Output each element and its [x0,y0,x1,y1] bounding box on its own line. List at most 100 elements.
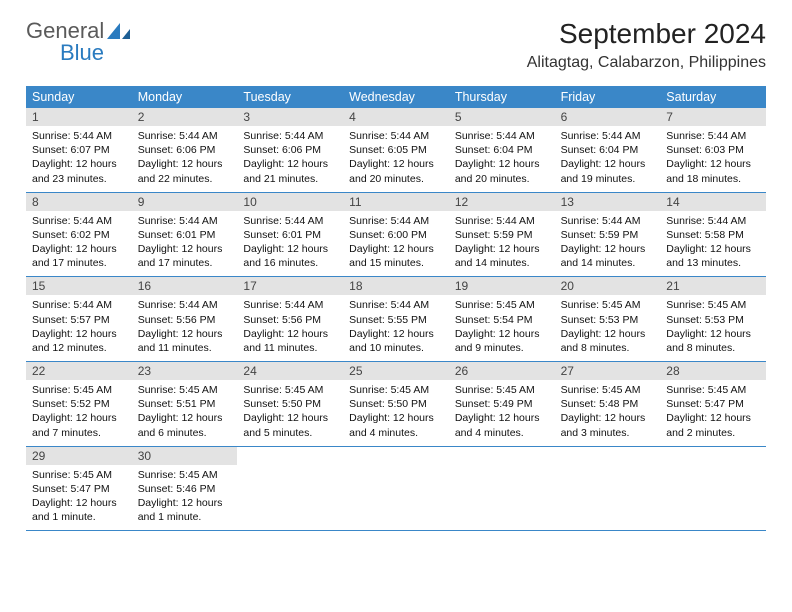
daylight-text: Daylight: 12 hours and 11 minutes. [243,327,337,355]
sunset-text: Sunset: 6:04 PM [455,143,549,157]
day-info: Sunrise: 5:45 AMSunset: 5:50 PMDaylight:… [237,380,343,446]
day-info: Sunrise: 5:44 AMSunset: 5:59 PMDaylight:… [449,211,555,277]
weekday-friday: Friday [555,86,661,108]
day-info: Sunrise: 5:44 AMSunset: 6:06 PMDaylight:… [132,126,238,192]
date-number: 28 [660,362,766,380]
sunrise-text: Sunrise: 5:44 AM [455,129,549,143]
sunset-text: Sunset: 5:57 PM [32,313,126,327]
sunset-text: Sunset: 5:55 PM [349,313,443,327]
day-info: Sunrise: 5:45 AMSunset: 5:48 PMDaylight:… [555,380,661,446]
day-cell: 29Sunrise: 5:45 AMSunset: 5:47 PMDayligh… [26,447,132,531]
week-row: 22Sunrise: 5:45 AMSunset: 5:52 PMDayligh… [26,362,766,447]
day-cell: 2Sunrise: 5:44 AMSunset: 6:06 PMDaylight… [132,108,238,192]
weekday-sunday: Sunday [26,86,132,108]
sunrise-text: Sunrise: 5:44 AM [561,214,655,228]
day-cell: 28Sunrise: 5:45 AMSunset: 5:47 PMDayligh… [660,362,766,446]
day-info: Sunrise: 5:44 AMSunset: 6:06 PMDaylight:… [237,126,343,192]
sunset-text: Sunset: 5:58 PM [666,228,760,242]
daylight-text: Daylight: 12 hours and 9 minutes. [455,327,549,355]
date-number: 22 [26,362,132,380]
date-number: 6 [555,108,661,126]
date-number: 30 [132,447,238,465]
sunrise-text: Sunrise: 5:45 AM [455,298,549,312]
sunset-text: Sunset: 5:48 PM [561,397,655,411]
sunset-text: Sunset: 6:03 PM [666,143,760,157]
daylight-text: Daylight: 12 hours and 13 minutes. [666,242,760,270]
daylight-text: Daylight: 12 hours and 6 minutes. [138,411,232,439]
week-row: 29Sunrise: 5:45 AMSunset: 5:47 PMDayligh… [26,447,766,532]
day-cell: 30Sunrise: 5:45 AMSunset: 5:46 PMDayligh… [132,447,238,531]
sunrise-text: Sunrise: 5:45 AM [349,383,443,397]
date-number: 5 [449,108,555,126]
day-info: Sunrise: 5:45 AMSunset: 5:49 PMDaylight:… [449,380,555,446]
day-cell: 10Sunrise: 5:44 AMSunset: 6:01 PMDayligh… [237,193,343,277]
daylight-text: Daylight: 12 hours and 8 minutes. [666,327,760,355]
day-cell: 17Sunrise: 5:44 AMSunset: 5:56 PMDayligh… [237,277,343,361]
day-info: Sunrise: 5:44 AMSunset: 6:07 PMDaylight:… [26,126,132,192]
date-number: 1 [26,108,132,126]
day-info: Sunrise: 5:44 AMSunset: 6:00 PMDaylight:… [343,211,449,277]
weekday-saturday: Saturday [660,86,766,108]
date-number: 11 [343,193,449,211]
day-info: Sunrise: 5:45 AMSunset: 5:53 PMDaylight:… [555,295,661,361]
sunrise-text: Sunrise: 5:45 AM [561,298,655,312]
sunrise-text: Sunrise: 5:45 AM [666,298,760,312]
day-info: Sunrise: 5:44 AMSunset: 5:59 PMDaylight:… [555,211,661,277]
daylight-text: Daylight: 12 hours and 7 minutes. [32,411,126,439]
sunrise-text: Sunrise: 5:44 AM [32,129,126,143]
day-cell: 11Sunrise: 5:44 AMSunset: 6:00 PMDayligh… [343,193,449,277]
sunrise-text: Sunrise: 5:45 AM [32,468,126,482]
sunrise-text: Sunrise: 5:44 AM [455,214,549,228]
sunrise-text: Sunrise: 5:45 AM [455,383,549,397]
day-cell: 25Sunrise: 5:45 AMSunset: 5:50 PMDayligh… [343,362,449,446]
day-info: Sunrise: 5:44 AMSunset: 5:56 PMDaylight:… [132,295,238,361]
daylight-text: Daylight: 12 hours and 12 minutes. [32,327,126,355]
day-info: Sunrise: 5:44 AMSunset: 6:01 PMDaylight:… [132,211,238,277]
sunset-text: Sunset: 6:01 PM [243,228,337,242]
date-number: 29 [26,447,132,465]
sunset-text: Sunset: 5:49 PM [455,397,549,411]
sunrise-text: Sunrise: 5:45 AM [32,383,126,397]
daylight-text: Daylight: 12 hours and 17 minutes. [138,242,232,270]
logo-text-blue: Blue [60,40,132,66]
week-row: 1Sunrise: 5:44 AMSunset: 6:07 PMDaylight… [26,108,766,193]
sunset-text: Sunset: 5:56 PM [138,313,232,327]
weekday-tuesday: Tuesday [237,86,343,108]
sunset-text: Sunset: 6:04 PM [561,143,655,157]
daylight-text: Daylight: 12 hours and 4 minutes. [455,411,549,439]
day-info [343,451,449,503]
sunrise-text: Sunrise: 5:44 AM [666,129,760,143]
daylight-text: Daylight: 12 hours and 20 minutes. [455,157,549,185]
daylight-text: Daylight: 12 hours and 19 minutes. [561,157,655,185]
sunset-text: Sunset: 5:52 PM [32,397,126,411]
sunset-text: Sunset: 5:50 PM [349,397,443,411]
sunrise-text: Sunrise: 5:44 AM [349,298,443,312]
day-cell: 12Sunrise: 5:44 AMSunset: 5:59 PMDayligh… [449,193,555,277]
date-number: 9 [132,193,238,211]
date-number: 10 [237,193,343,211]
sunset-text: Sunset: 5:53 PM [666,313,760,327]
day-cell: 3Sunrise: 5:44 AMSunset: 6:06 PMDaylight… [237,108,343,192]
sunset-text: Sunset: 5:50 PM [243,397,337,411]
day-info: Sunrise: 5:45 AMSunset: 5:53 PMDaylight:… [660,295,766,361]
day-cell: 22 Sunrise: 5:45 AMSunset: 5:52 PMDayligh… [26,362,132,446]
daylight-text: Daylight: 12 hours and 21 minutes. [243,157,337,185]
weekday-header: Sunday Monday Tuesday Wednesday Thursday… [26,86,766,108]
sunrise-text: Sunrise: 5:45 AM [666,383,760,397]
date-number: 27 [555,362,661,380]
daylight-text: Daylight: 12 hours and 18 minutes. [666,157,760,185]
day-cell: 5 Sunrise: 5:44 AMSunset: 6:04 PMDaylight… [449,108,555,192]
sunset-text: Sunset: 5:59 PM [455,228,549,242]
day-cell: 20Sunrise: 5:45 AMSunset: 5:53 PMDayligh… [555,277,661,361]
daylight-text: Daylight: 12 hours and 3 minutes. [561,411,655,439]
day-info: Sunrise: 5:44 AMSunset: 5:55 PMDaylight:… [343,295,449,361]
sunset-text: Sunset: 5:59 PM [561,228,655,242]
day-info: Sunrise: 5:45 AMSunset: 5:47 PMDaylight:… [660,380,766,446]
sunset-text: Sunset: 5:51 PM [138,397,232,411]
daylight-text: Daylight: 12 hours and 22 minutes. [138,157,232,185]
day-info [660,451,766,503]
sunrise-text: Sunrise: 5:45 AM [138,383,232,397]
sunrise-text: Sunrise: 5:45 AM [561,383,655,397]
calendar: Sunday Monday Tuesday Wednesday Thursday… [26,86,766,531]
date-number: 3 [237,108,343,126]
